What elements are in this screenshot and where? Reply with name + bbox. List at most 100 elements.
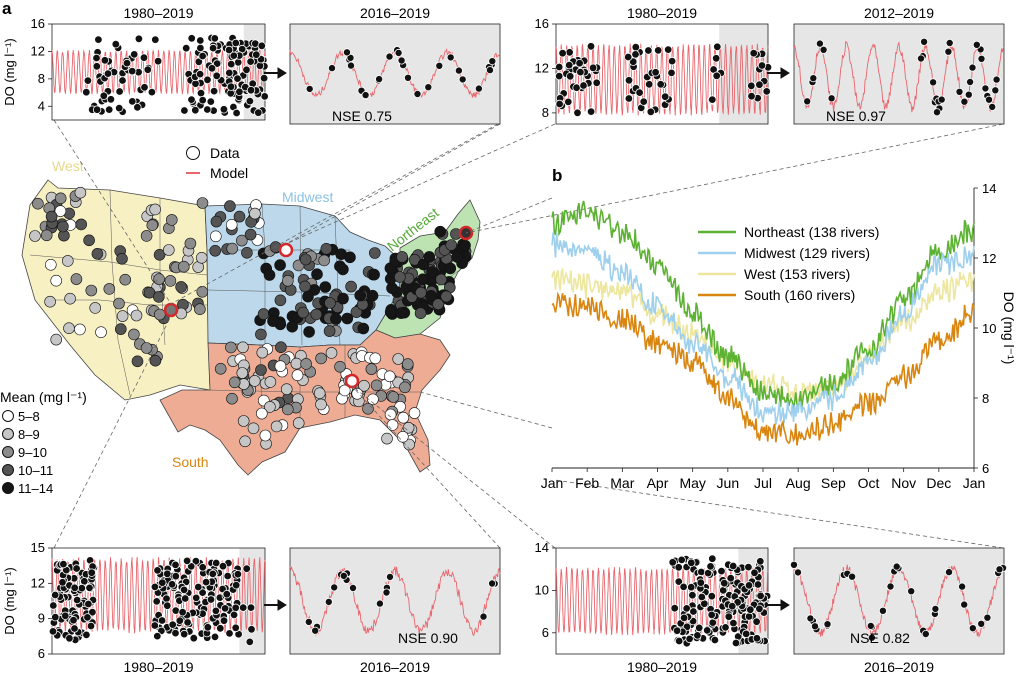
river-site-dot (50, 274, 63, 287)
river-site-dot (351, 387, 364, 400)
data-point (815, 39, 824, 48)
panel-arrows (264, 67, 790, 611)
y-tick-label: 12 (535, 60, 549, 75)
data-point (92, 53, 101, 63)
river-site-dot (224, 200, 236, 212)
data-point (728, 602, 737, 611)
data-point (435, 61, 444, 70)
data-point (181, 44, 191, 53)
river-site-dot (259, 429, 272, 442)
river-site-dot (116, 310, 129, 322)
data-point (945, 568, 954, 577)
river-site-dot (401, 358, 414, 370)
data-point (403, 73, 412, 82)
river-site-dot (416, 273, 429, 286)
data-point (153, 566, 162, 575)
data-point (69, 616, 78, 625)
data-point (128, 97, 137, 106)
data-point (960, 600, 969, 609)
data-point (746, 605, 755, 614)
data-point (674, 563, 683, 572)
data-point (933, 108, 942, 117)
data-point (242, 65, 251, 74)
data-point (588, 63, 598, 72)
data-point (72, 595, 82, 605)
river-site-dot (236, 367, 249, 379)
data-point (753, 580, 763, 589)
data-point (198, 563, 207, 572)
data-point (94, 35, 103, 44)
data-point (575, 59, 584, 68)
river-site-dot (270, 420, 283, 433)
river-site-dot (365, 363, 378, 375)
data-point (579, 81, 588, 90)
river-site-dot (214, 362, 227, 375)
data-point (48, 627, 58, 636)
data-point (674, 577, 683, 586)
panel-title: 2012–2019 (864, 5, 934, 21)
data-point (672, 626, 682, 635)
data-point (966, 78, 975, 87)
data-point (944, 47, 953, 56)
x-tick-label: Apr (647, 475, 669, 491)
data-point (566, 72, 575, 81)
y-tick-label: 14 (982, 181, 996, 196)
river-site-dot (319, 281, 332, 293)
panel-title: 1980–2019 (123, 5, 193, 21)
site-highlight-west (163, 302, 179, 318)
data-point (114, 103, 124, 113)
data-point (752, 634, 762, 643)
data-point (129, 50, 139, 59)
data-point (458, 75, 467, 84)
data-point (756, 591, 765, 601)
y-tick-label: 6 (542, 625, 549, 640)
river-site-dot (54, 192, 67, 205)
river-site-dot (29, 230, 41, 242)
data-point (558, 49, 567, 58)
river-site-dot (63, 322, 75, 335)
river-site-dot (263, 269, 276, 281)
panel-frame (51, 547, 266, 655)
data-point (757, 61, 767, 70)
data-point (695, 623, 704, 633)
data-point (65, 634, 74, 643)
river-site-dot (233, 210, 246, 223)
data-point (242, 564, 251, 573)
x-tick-label: Jul (754, 475, 772, 491)
us-map (21, 179, 481, 476)
river-sites (29, 186, 472, 451)
data-point (59, 559, 68, 569)
river-site-dot (62, 255, 74, 267)
river-site-dot (274, 360, 287, 373)
river-site-dot (292, 417, 305, 429)
river-site-dot (195, 251, 208, 264)
model-series (289, 566, 501, 637)
data-point (375, 75, 384, 84)
mean-label-1: 5–8 (18, 409, 40, 424)
data-point (710, 635, 720, 645)
data-point (103, 69, 113, 78)
river-site-dot (140, 342, 153, 354)
data-point (171, 572, 180, 581)
data-point (485, 66, 494, 75)
y-tick-label: 10 (535, 582, 549, 597)
data-point (157, 616, 167, 625)
data-point (187, 95, 196, 104)
data-point (985, 95, 994, 104)
data-point (257, 41, 266, 50)
series-line-south (551, 291, 975, 446)
river-site-dot (140, 230, 153, 242)
panel-frame (289, 547, 501, 655)
river-site-dot (115, 323, 127, 335)
river-site-dot (341, 312, 354, 325)
river-site-dot (175, 281, 187, 293)
nse-annotation: NSE 0.82 (850, 630, 910, 646)
data-point (83, 76, 93, 85)
data-point (706, 562, 715, 571)
river-site-dot (345, 280, 357, 293)
data-point (231, 623, 240, 632)
data-point (991, 86, 1000, 95)
river-site-dot (324, 297, 336, 309)
data-point (707, 592, 716, 601)
data-point (88, 608, 97, 617)
